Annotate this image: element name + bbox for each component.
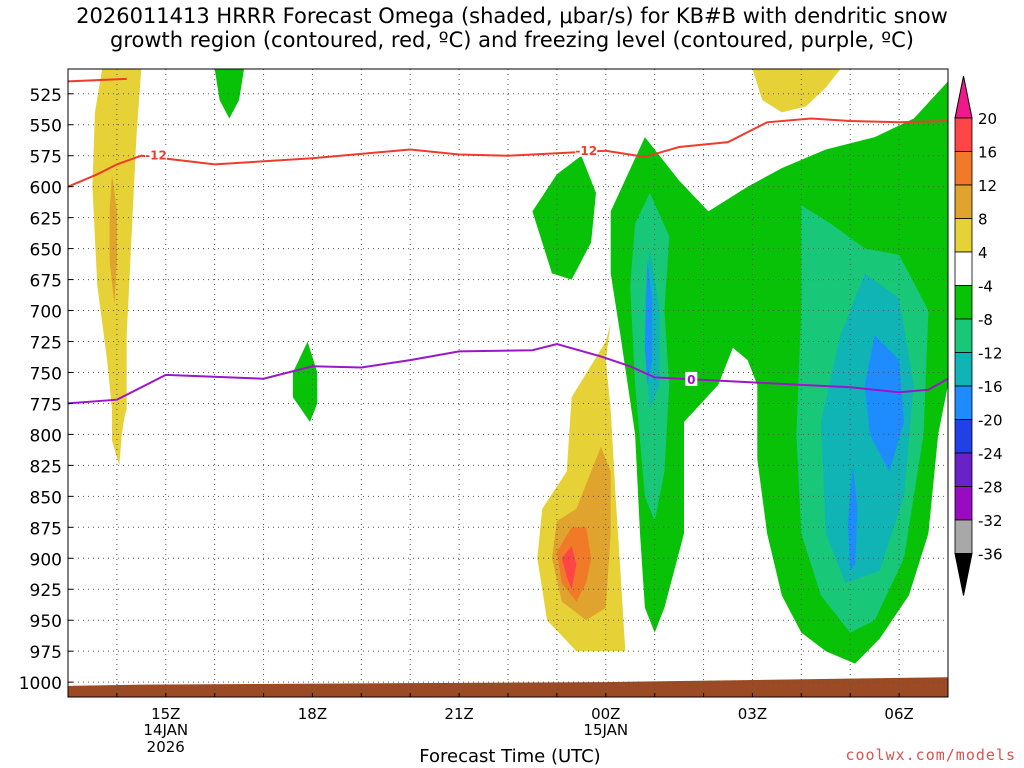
chart-title-line1: 2026011413 HRRR Forecast Omega (shaded, … [76, 4, 948, 28]
colorbar-swatch-5 [954, 285, 973, 320]
colorbar-swatch-7 [954, 352, 973, 387]
colorbar-swatch-11 [954, 486, 973, 521]
x-tick-label-18Z: 18Z [298, 705, 327, 723]
omega-blue-right-b [864, 335, 904, 472]
omega-mid-left-strip [109, 174, 117, 305]
x-tick-label-03Z: 03Z [738, 705, 767, 723]
colorbar: 20 16 12 8 4 -4 -8 -12 -16 -20 -24 -28 -32 -36 [954, 75, 1003, 596]
colorbar-swatch-1 [954, 151, 973, 186]
y-tick-label-650: 650 [30, 241, 62, 261]
y-tick-label-850: 850 [30, 488, 62, 508]
chart-title-line2: growth region (contoured, red, ºC) and f… [110, 28, 914, 52]
colorbar-swatch-3 [954, 218, 973, 253]
x-axis-label: Forecast Time (UTC) [419, 746, 601, 767]
y-tick-label-675: 675 [30, 272, 62, 292]
colorbar-label-2: 12 [978, 177, 997, 195]
y-tick-label-775: 775 [30, 395, 62, 415]
colorbar-label-3: 8 [978, 211, 988, 229]
colorbar-bottom-arrow [954, 553, 973, 596]
colorbar-label-1: 16 [978, 144, 997, 162]
y-tick-label-525: 525 [30, 86, 62, 106]
colorbar-label-13: -36 [978, 546, 1003, 564]
colorbar-label-11: -28 [978, 479, 1003, 497]
colorbar-label-5: -4 [978, 278, 993, 296]
x-tick-sublabel-14JAN: 14JAN [143, 721, 188, 739]
y-tick-label-925: 925 [30, 581, 62, 601]
y-tick-label-975: 975 [30, 643, 62, 663]
y-tick-label-750: 750 [30, 364, 62, 384]
omega-green-top [214, 69, 244, 119]
y-tick-label-600: 600 [30, 179, 62, 199]
colorbar-swatch-4 [954, 251, 973, 286]
x-tick-label-21Z: 21Z [444, 705, 473, 723]
omega-green-mid [532, 155, 596, 280]
y-tick-label-625: 625 [30, 210, 62, 230]
colorbar-swatch-6 [954, 318, 973, 353]
y-tick-label-875: 875 [30, 519, 62, 539]
omega-blue-right-a [644, 261, 653, 385]
colorbar-label-7: -12 [978, 345, 1003, 363]
dgz-contour-line-top [67, 77, 127, 83]
dgz-contour-line [67, 117, 949, 188]
watermark: coolwx.com/models [845, 746, 1016, 764]
y-tick-label-575: 575 [30, 148, 62, 168]
x-tick-sublabel-15JAN: 15JAN [583, 721, 628, 739]
x-tick-label-00Z: 00Z [591, 705, 620, 723]
y-tick-label-950: 950 [30, 612, 62, 632]
chart-title: 2026011413 HRRR Forecast Omega (shaded, … [0, 4, 1024, 52]
colorbar-label-8: -16 [978, 378, 1003, 396]
omega-cyan-right-b [820, 273, 914, 583]
y-tick-label-700: 700 [30, 303, 62, 323]
colorbar-label-9: -20 [978, 412, 1003, 430]
colorbar-swatch-9 [954, 419, 973, 454]
x-tick-label-15Z: 15Z [151, 705, 180, 723]
dgz-contour-label-0: -12 [145, 149, 167, 163]
x-tick-label-06Z: 06Z [884, 705, 913, 723]
y-tick-label-900: 900 [30, 550, 62, 570]
y-tick-label-825: 825 [30, 457, 62, 477]
contour-layer: -12 -12 0 [67, 77, 949, 405]
y-tick-label-550: 550 [30, 117, 62, 137]
colorbar-swatch-8 [954, 385, 973, 420]
colorbar-swatch-2 [954, 184, 973, 219]
y-tick-label-800: 800 [30, 426, 62, 446]
y-tick-label-1000: 1000 [19, 674, 62, 694]
grid-layer [67, 69, 949, 697]
y-tick-label-725: 725 [30, 334, 62, 354]
omega-shading-layer [68, 69, 948, 697]
dgz-contour-label-1: -12 [575, 144, 597, 158]
colorbar-swatch-12 [954, 519, 973, 554]
colorbar-swatch-0 [954, 117, 973, 152]
omega-lo-top-right [752, 69, 841, 113]
omega-green-small [292, 341, 318, 422]
colorbar-label-10: -24 [978, 445, 1003, 463]
colorbar-top-arrow [954, 75, 973, 119]
omega-peak-mid [561, 545, 577, 590]
freezing-level-label: 0 [687, 373, 695, 387]
colorbar-swatch-10 [954, 452, 973, 487]
colorbar-label-6: -8 [978, 311, 993, 329]
axes-layer: 525 550 575 600 625 650 675 700 725 750 775 800 825 8… [19, 68, 949, 756]
freezing-level-line [67, 342, 949, 405]
colorbar-label-12: -32 [978, 512, 1003, 530]
colorbar-label-4: 4 [978, 244, 988, 262]
x-tick-sublabel-2026: 2026 [147, 738, 185, 756]
colorbar-label-0: 20 [978, 110, 997, 128]
omega-lo-left-tail [112, 384, 127, 466]
